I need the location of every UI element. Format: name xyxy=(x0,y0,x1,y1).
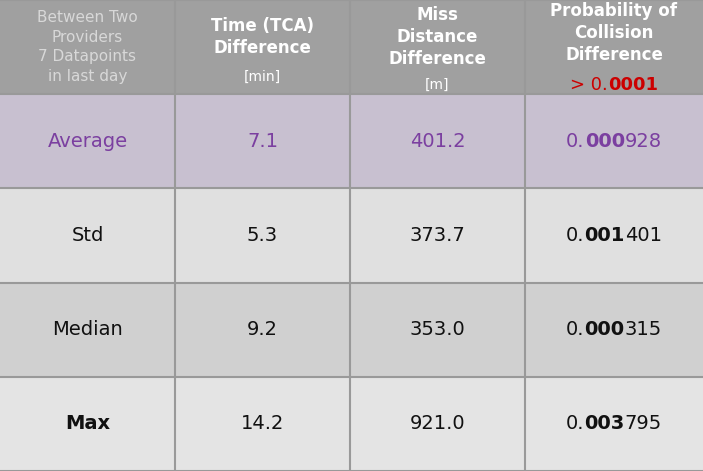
Text: 0.: 0. xyxy=(566,132,585,151)
Text: 000: 000 xyxy=(585,320,625,339)
Bar xyxy=(350,283,525,377)
Bar xyxy=(525,283,703,377)
Bar xyxy=(525,0,703,94)
Bar xyxy=(0,188,175,283)
Text: 0001: 0001 xyxy=(608,76,658,94)
Text: 928: 928 xyxy=(625,132,662,151)
Bar xyxy=(350,188,525,283)
Bar xyxy=(175,377,350,471)
Text: 001: 001 xyxy=(585,226,625,245)
Text: Median: Median xyxy=(52,320,123,339)
Text: Between Two
Providers
7 Datapoints
in last day: Between Two Providers 7 Datapoints in la… xyxy=(37,10,138,84)
Bar xyxy=(175,188,350,283)
Bar xyxy=(0,94,175,188)
Text: 0.: 0. xyxy=(566,226,585,245)
Text: Miss
Distance
Difference: Miss Distance Difference xyxy=(389,6,486,68)
Text: 0.: 0. xyxy=(566,414,584,433)
Text: > 0.: > 0. xyxy=(570,76,608,94)
Text: 401.2: 401.2 xyxy=(410,132,465,151)
Bar xyxy=(175,94,350,188)
Text: [min]: [min] xyxy=(244,70,281,84)
Text: 14.2: 14.2 xyxy=(241,414,284,433)
Bar xyxy=(350,377,525,471)
Text: [m]: [m] xyxy=(425,78,450,92)
Text: Probability of
Collision
Difference: Probability of Collision Difference xyxy=(550,2,678,65)
Text: 353.0: 353.0 xyxy=(410,320,465,339)
Text: 401: 401 xyxy=(625,226,662,245)
Text: 000: 000 xyxy=(585,132,625,151)
Bar xyxy=(525,377,703,471)
Bar xyxy=(175,0,350,94)
Text: 003: 003 xyxy=(584,414,625,433)
Bar xyxy=(525,188,703,283)
Bar xyxy=(525,94,703,188)
Bar xyxy=(0,283,175,377)
Bar xyxy=(0,377,175,471)
Bar xyxy=(350,0,525,94)
Bar xyxy=(175,283,350,377)
Text: 9.2: 9.2 xyxy=(247,320,278,339)
Bar xyxy=(350,94,525,188)
Text: Std: Std xyxy=(71,226,103,245)
Text: 921.0: 921.0 xyxy=(410,414,465,433)
Text: Average: Average xyxy=(47,132,127,151)
Text: 0.: 0. xyxy=(566,320,585,339)
Text: 315: 315 xyxy=(625,320,662,339)
Text: 373.7: 373.7 xyxy=(410,226,465,245)
Text: Time (TCA)
Difference: Time (TCA) Difference xyxy=(211,17,314,57)
Text: 7.1: 7.1 xyxy=(247,132,278,151)
Text: 795: 795 xyxy=(625,414,662,433)
Bar xyxy=(0,0,175,94)
Text: 5.3: 5.3 xyxy=(247,226,278,245)
Text: Max: Max xyxy=(65,414,110,433)
